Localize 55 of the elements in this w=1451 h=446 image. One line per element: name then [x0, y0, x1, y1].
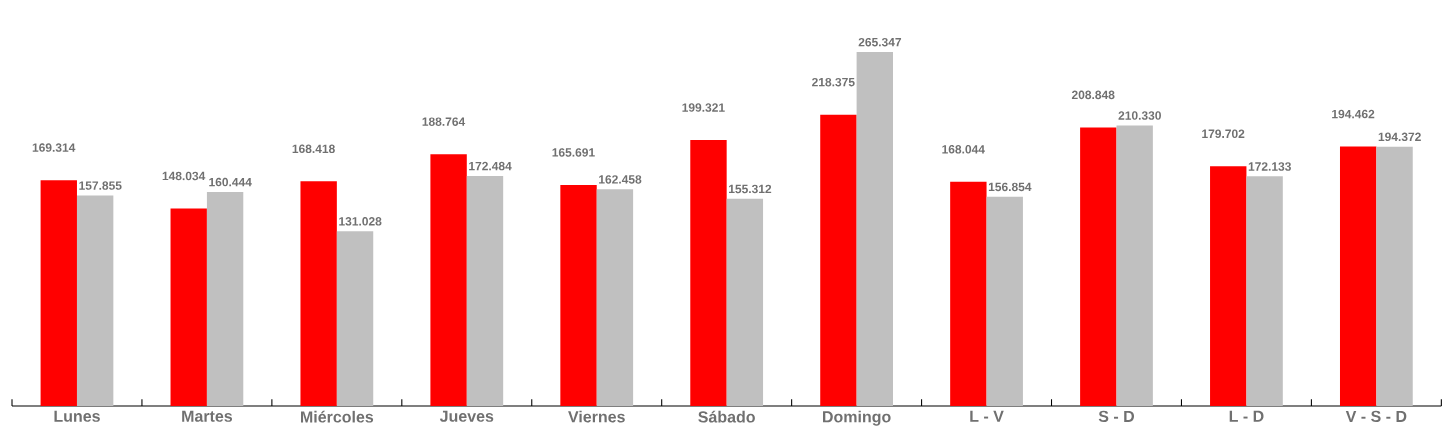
- data-label: 168.418: [292, 144, 335, 154]
- data-label: 168.044: [942, 145, 985, 154]
- x-tick-label: L - D: [1229, 410, 1264, 422]
- bar: [1210, 166, 1247, 406]
- data-label: 165.691: [552, 148, 595, 157]
- x-tick-label: Viernes: [568, 410, 625, 423]
- data-label: 210.330: [1118, 111, 1161, 120]
- bar: [596, 189, 634, 406]
- data-label: 155.312: [729, 184, 772, 194]
- data-label: 148.034: [162, 171, 206, 181]
- data-label: 156.854: [988, 182, 1032, 192]
- x-tick-label: Jueves: [439, 410, 494, 422]
- data-label: 172.484: [469, 161, 512, 171]
- bar: [1246, 176, 1283, 406]
- bar: [986, 196, 1023, 406]
- bar: [40, 180, 77, 406]
- data-label: 160.444: [209, 177, 252, 187]
- data-label: 131.028: [339, 217, 382, 226]
- data-label: 169.314: [32, 143, 76, 152]
- bar: [76, 195, 114, 406]
- data-label: 194.462: [1332, 109, 1375, 119]
- x-tick-label: Sábado: [698, 410, 755, 423]
- bar: [300, 181, 337, 406]
- bar: [856, 52, 893, 406]
- data-label: 157.855: [79, 181, 122, 190]
- data-label: 218.375: [812, 77, 855, 87]
- x-tick-label: Lunes: [54, 410, 100, 422]
- data-label: 172.133: [1248, 162, 1291, 171]
- x-tick-label: L - V: [970, 410, 1004, 422]
- bar: [726, 198, 764, 406]
- bar: [1339, 146, 1377, 406]
- bar: [560, 184, 597, 406]
- bar: [336, 231, 374, 406]
- data-label: 162.458: [599, 175, 642, 184]
- x-tick-label: S - D: [1098, 410, 1135, 423]
- data-label: 265.347: [858, 37, 902, 47]
- data-label: 208.848: [1071, 90, 1115, 100]
- bar: [466, 175, 504, 406]
- bar: [690, 140, 727, 406]
- x-tick-label: V - S - D: [1345, 410, 1407, 423]
- x-tick-label: Domingo: [823, 410, 891, 426]
- bar: [430, 154, 467, 406]
- bar: [1116, 125, 1153, 406]
- bar: [950, 181, 987, 406]
- data-label: 199.321: [682, 103, 725, 112]
- bar: [1080, 127, 1117, 406]
- bar: [170, 208, 207, 406]
- data-label: 179.702: [1202, 129, 1245, 139]
- bar: [206, 191, 244, 406]
- x-tick-label: Martes: [182, 410, 233, 422]
- x-tick-label: Miércoles: [301, 410, 374, 423]
- bar: [820, 114, 857, 406]
- data-label: 188.764: [422, 117, 466, 126]
- bar: [1376, 146, 1413, 406]
- data-label: 194.372: [1378, 132, 1421, 142]
